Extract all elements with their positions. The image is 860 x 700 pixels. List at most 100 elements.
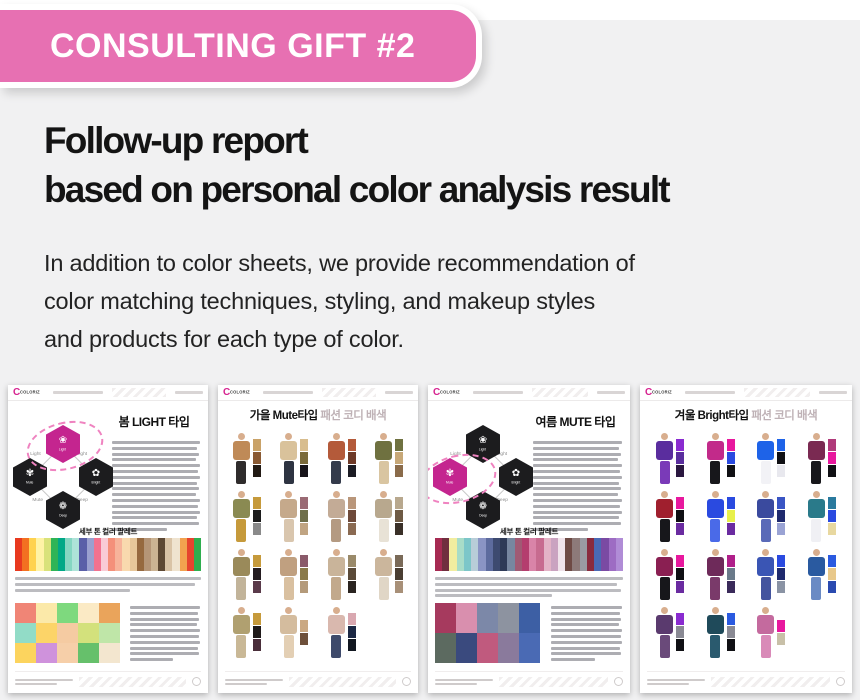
- outfit-item: [366, 487, 414, 545]
- color-swatch: [36, 623, 57, 643]
- strip-color: [572, 538, 580, 571]
- figure-head: [812, 490, 820, 498]
- outfit-swatch: [827, 555, 836, 567]
- doc-header: C COLORIZ: [218, 385, 418, 401]
- outfit-grid: [223, 429, 413, 661]
- outfit-swatch: [347, 568, 356, 580]
- text-line-placeholder: [647, 682, 689, 685]
- text-line-placeholder: [112, 458, 197, 462]
- outfit-swatch: [252, 639, 261, 651]
- strip-color: [115, 538, 123, 571]
- outfit-item: [318, 487, 366, 545]
- palette-section-label: 세부 톤 컬러 팔레트: [78, 527, 138, 536]
- best-color-grid: [15, 603, 120, 663]
- outfit-swatch: [777, 568, 786, 580]
- color-swatch: [519, 603, 540, 633]
- outfit-item: [223, 603, 271, 661]
- figure-head: [380, 490, 388, 498]
- color-swatch: [498, 603, 519, 633]
- text-line-placeholder: [551, 652, 622, 656]
- outfit-grid: [645, 429, 847, 661]
- outfit-figure: [327, 432, 345, 484]
- outfit-swatch: [300, 523, 309, 535]
- outfit-swatch: [726, 465, 735, 477]
- outfit-swatch: [347, 510, 356, 522]
- hexagon-label: Mute: [26, 480, 34, 485]
- strip-color: [435, 538, 443, 571]
- outfit-swatch: [726, 568, 735, 580]
- text-line-placeholder: [533, 527, 589, 531]
- text-line-placeholder: [533, 481, 620, 485]
- report-thumbnails-row: C COLORIZ 봄 LIGHT 타입 ❀ Light ✿ Bright ✾ Mute ❁ Dee…: [8, 385, 852, 693]
- figure-bottom: [710, 634, 721, 658]
- figure-bottom: [283, 518, 294, 542]
- strip-color: [22, 538, 30, 571]
- strip-color: [129, 538, 137, 571]
- outfit-item: [696, 603, 747, 661]
- footer-text-placeholder: [225, 678, 283, 685]
- text-line-placeholder: [435, 682, 477, 685]
- figure-top: [757, 556, 775, 576]
- palette-section-label: 세부 톤 컬러 팔레트: [499, 527, 559, 536]
- coloriz-logo-text: COLORIZ: [652, 390, 673, 395]
- header-hatch-pattern: [112, 388, 166, 397]
- figure-bottom: [236, 634, 247, 658]
- figure-bottom: [331, 460, 342, 484]
- outfit-swatch: [777, 632, 786, 645]
- outfit-figure: [807, 548, 825, 600]
- outfit-figure: [280, 606, 298, 658]
- outfit-swatch: [300, 581, 309, 593]
- outfit-swatch: [777, 497, 786, 509]
- figure-head: [661, 490, 669, 498]
- strip-color: [50, 538, 58, 571]
- consulting-gift-badge: CONSULTING GIFT #2: [0, 4, 482, 88]
- figure-bottom: [378, 518, 389, 542]
- figure-head: [332, 490, 340, 498]
- outfit-figure: [232, 606, 250, 658]
- outfit-swatch: [676, 452, 685, 464]
- text-line-placeholder: [533, 493, 619, 497]
- text-line-placeholder: [533, 458, 619, 462]
- type-description-placeholder: [533, 441, 622, 534]
- text-line-placeholder: [435, 678, 493, 681]
- outfit-item: [696, 429, 747, 487]
- outfit-swatch: [347, 439, 356, 451]
- figure-top: [232, 498, 250, 518]
- outfit-swatch: [676, 555, 685, 567]
- strip-caption-placeholder: [15, 577, 201, 594]
- strip-color: [186, 538, 194, 571]
- figure-top: [327, 440, 345, 460]
- outfit-swatch: [726, 581, 735, 593]
- outfit-item: [746, 487, 797, 545]
- text-line-placeholder: [15, 588, 131, 592]
- outfit-swatch-column: [777, 555, 786, 593]
- blossom-icon: ✿: [511, 467, 521, 479]
- outfit-swatch: [347, 523, 356, 535]
- outfit-swatch: [300, 465, 309, 477]
- outfit-swatch: [777, 581, 786, 593]
- outfit-swatch-column: [726, 497, 735, 535]
- outfit-swatch-column: [347, 497, 356, 535]
- text-line-placeholder: [130, 623, 198, 627]
- outfit-swatch: [827, 523, 836, 535]
- text-line-placeholder: [130, 658, 174, 662]
- strip-color: [65, 538, 73, 571]
- strip-color: [165, 538, 173, 571]
- figure-top: [280, 440, 298, 460]
- color-swatch: [456, 603, 477, 633]
- strip-color: [79, 538, 87, 571]
- figure-top: [232, 440, 250, 460]
- outfit-figure: [280, 432, 298, 484]
- figure-bottom: [760, 634, 771, 658]
- text-line-placeholder: [551, 646, 620, 650]
- figure-head: [812, 548, 820, 556]
- outfit-swatch-column: [300, 619, 309, 645]
- outfit-figure: [757, 606, 775, 658]
- text-line-placeholder: [435, 588, 622, 592]
- color-swatch: [477, 603, 498, 633]
- header-text-placeholder: [685, 391, 736, 394]
- outfit-swatch-column: [827, 555, 836, 593]
- figure-head: [812, 432, 820, 440]
- outfit-swatch-column: [726, 439, 735, 477]
- strip-color: [579, 538, 587, 571]
